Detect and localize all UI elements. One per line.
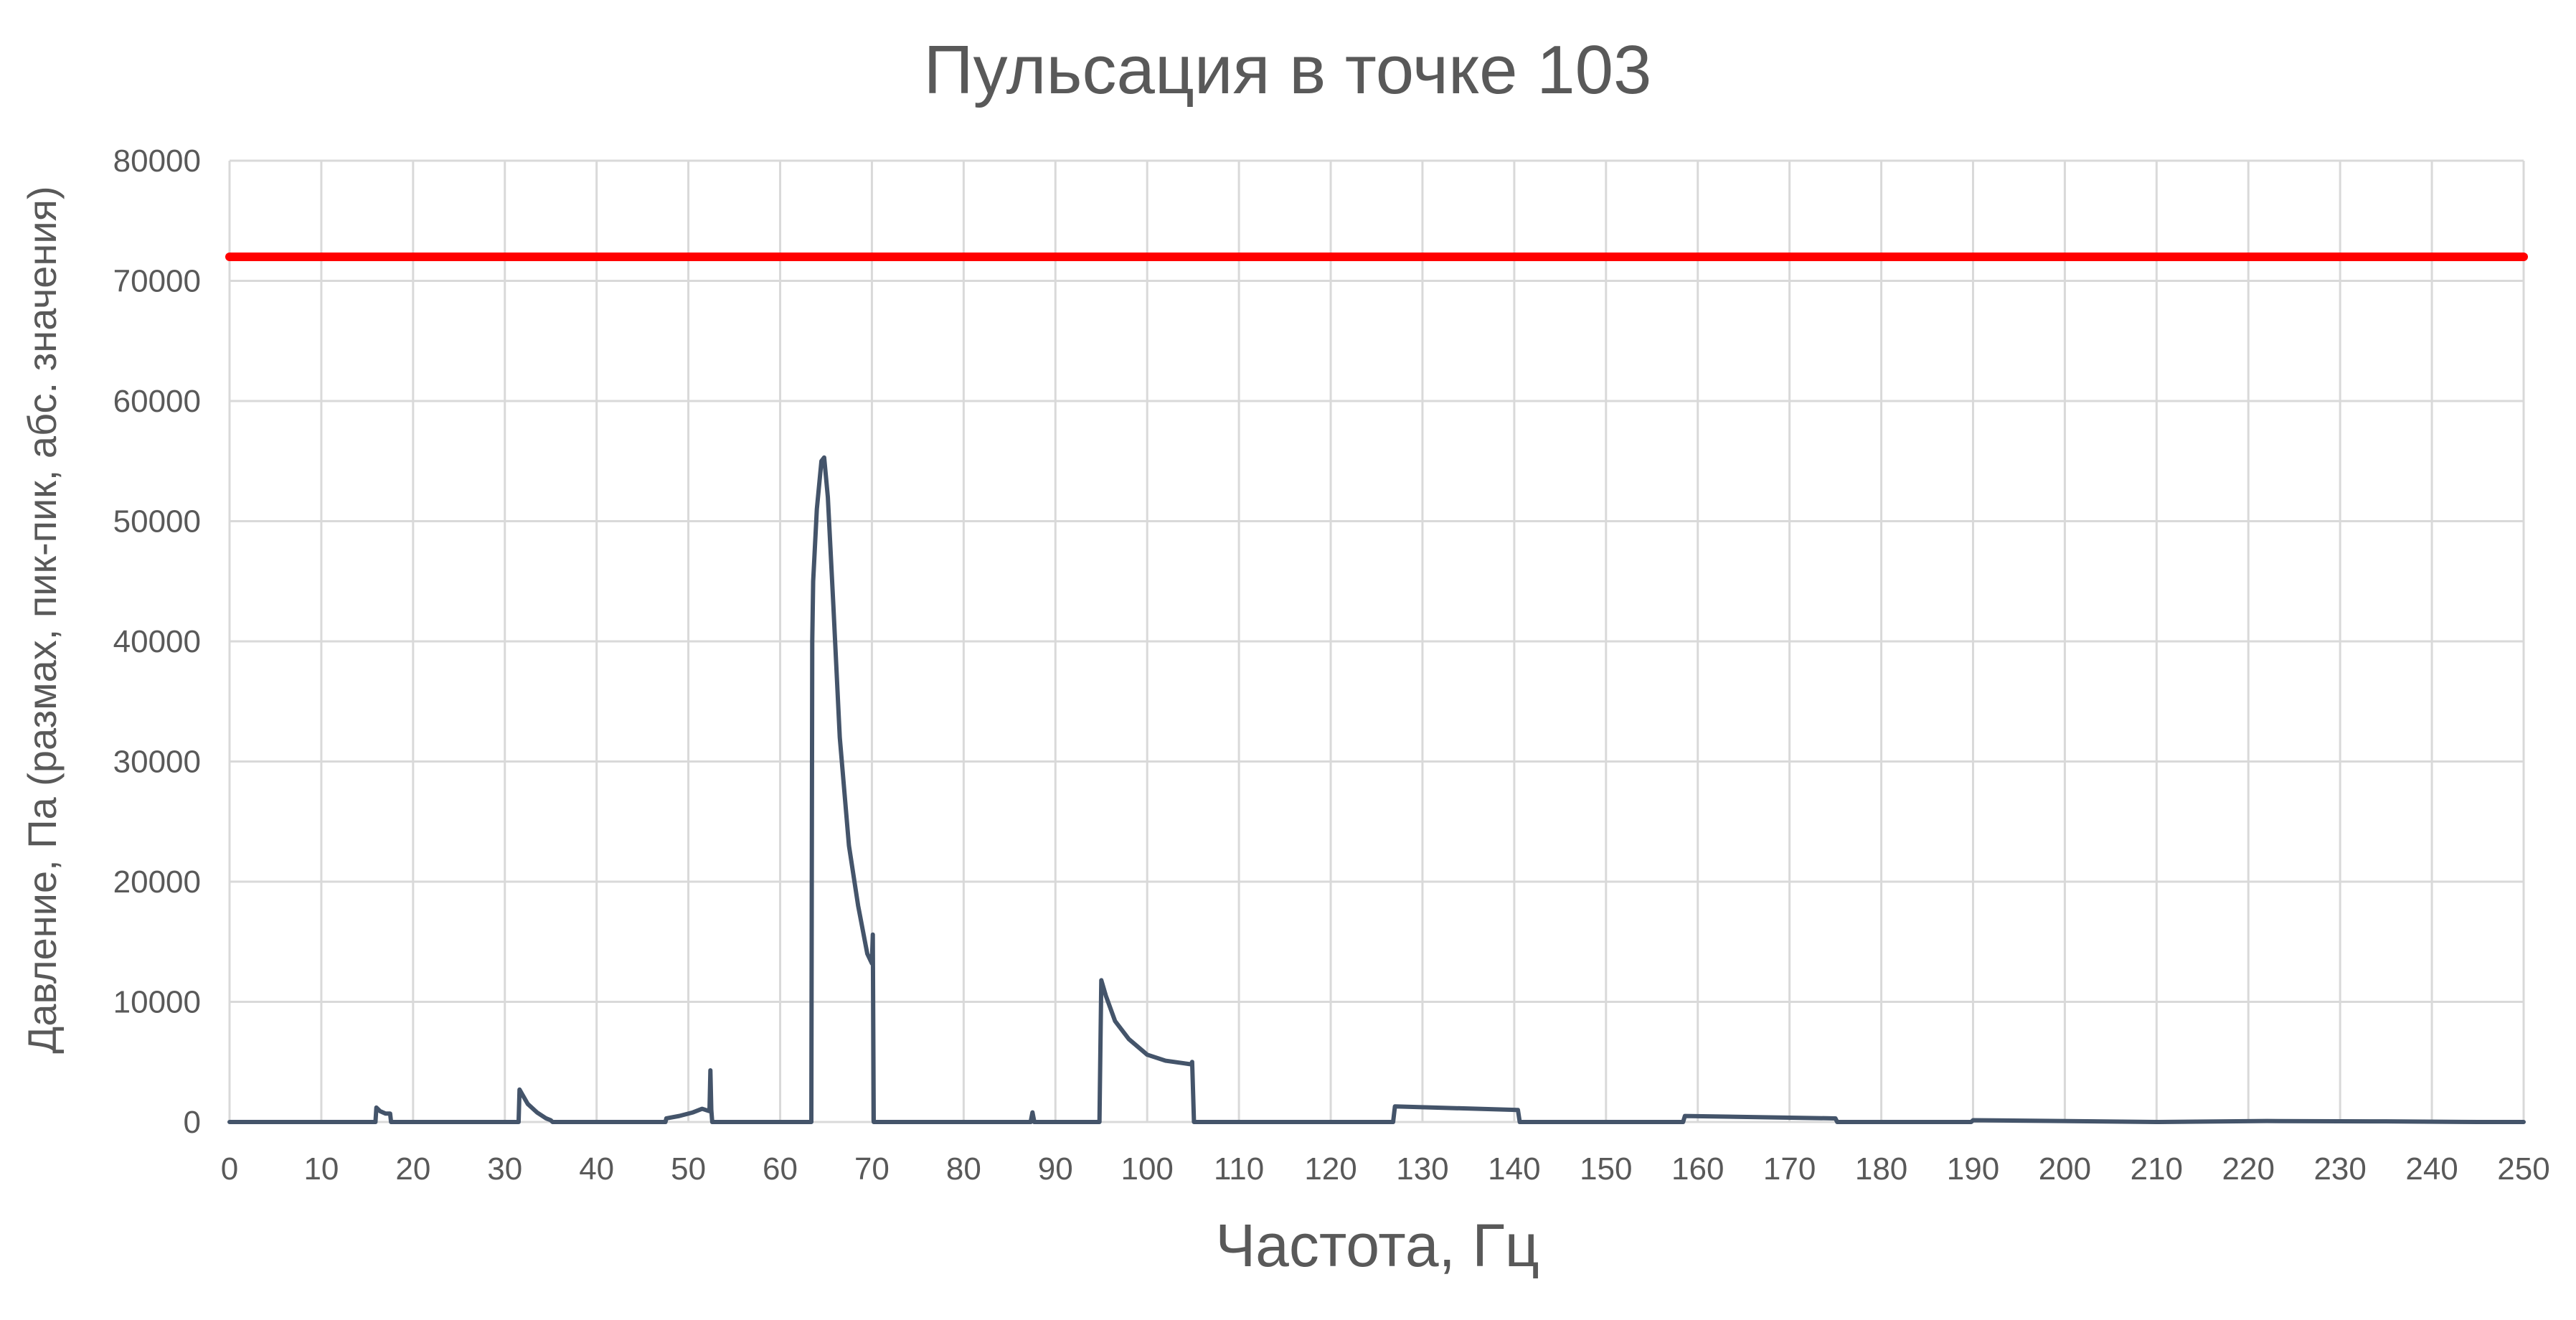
x-tick-label: 240 — [2405, 1151, 2458, 1187]
x-tick-label: 140 — [1488, 1151, 1540, 1187]
x-tick-label: 0 — [221, 1151, 238, 1187]
y-tick-label: 70000 — [113, 264, 201, 299]
x-tick-label: 100 — [1120, 1151, 1173, 1187]
x-tick-label: 190 — [1947, 1151, 1999, 1187]
y-tick-label: 50000 — [113, 504, 201, 539]
x-tick-label: 230 — [2313, 1151, 2366, 1187]
grid — [228, 159, 2525, 1123]
y-tick-labels: 0 10000 20000 30000 40000 50000 60000 70000 8000… — [113, 143, 201, 1140]
x-tick-label: 220 — [2222, 1151, 2275, 1187]
x-tick-label: 110 — [1214, 1151, 1264, 1187]
x-tick-label: 170 — [1763, 1151, 1816, 1187]
chart-title: Пульсация в точке 103 — [924, 32, 1652, 108]
x-axis-title: Частота, Гц — [1215, 1212, 1539, 1279]
x-tick-label: 180 — [1855, 1151, 1907, 1187]
pulsation-line — [227, 455, 2526, 1124]
x-tick-label: 60 — [763, 1151, 798, 1187]
y-tick-label: 10000 — [113, 985, 201, 1020]
pulsation-series — [227, 455, 2526, 1124]
y-tick-label: 0 — [184, 1105, 201, 1140]
x-tick-label: 150 — [1580, 1151, 1632, 1187]
y-tick-label: 30000 — [113, 745, 201, 780]
y-tick-label: 60000 — [113, 384, 201, 419]
x-tick-label: 120 — [1304, 1151, 1357, 1187]
x-tick-label: 200 — [2039, 1151, 2091, 1187]
x-tick-label: 250 — [2497, 1151, 2549, 1187]
x-tick-label: 80 — [946, 1151, 981, 1187]
y-axis-title: Давление, Па (размах, пик-пик, абс. знач… — [19, 186, 65, 1053]
x-tick-label: 210 — [2131, 1151, 2183, 1187]
x-tick-label: 130 — [1396, 1151, 1448, 1187]
y-tick-label: 80000 — [113, 143, 201, 179]
y-tick-label: 40000 — [113, 624, 201, 659]
x-tick-label: 50 — [671, 1151, 706, 1187]
x-tick-labels: 0 10 20 30 40 50 60 70 80 90 100 110 120 130 140 150 160… — [221, 1151, 2550, 1187]
plot-series — [225, 253, 2528, 1124]
x-tick-label: 70 — [854, 1151, 890, 1187]
y-tick-label: 20000 — [113, 864, 201, 900]
x-tick-label: 20 — [395, 1151, 430, 1187]
x-tick-label: 40 — [579, 1151, 614, 1187]
x-tick-label: 30 — [487, 1151, 522, 1187]
x-tick-label: 10 — [303, 1151, 339, 1187]
x-tick-label: 90 — [1038, 1151, 1073, 1187]
x-tick-label: 160 — [1671, 1151, 1724, 1187]
